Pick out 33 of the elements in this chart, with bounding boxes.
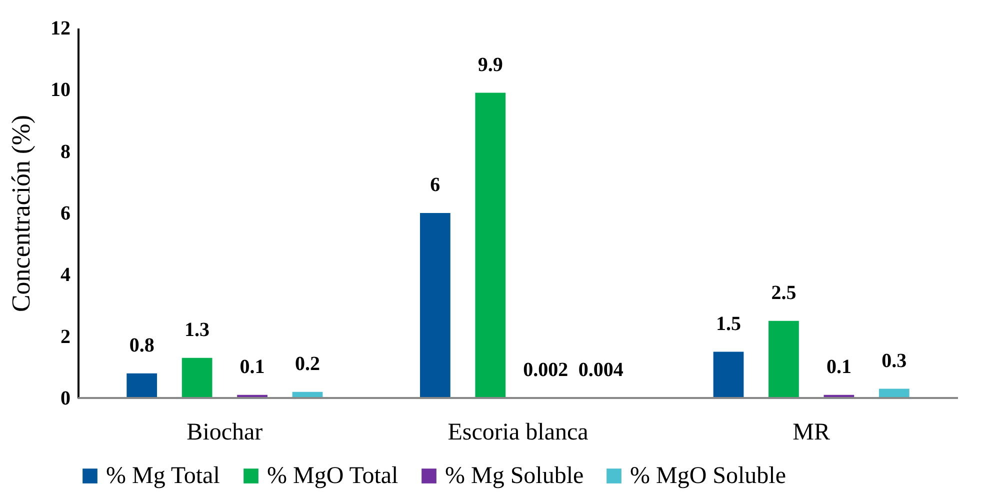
bar — [475, 92, 506, 398]
y-tick-label: 2 — [60, 326, 70, 348]
data-label: 2.5 — [771, 282, 796, 304]
data-label: 0.004 — [578, 358, 624, 381]
data-label: 0.1 — [240, 356, 265, 378]
data-label: 6 — [430, 174, 440, 196]
x-tick-label: MR — [792, 420, 830, 446]
y-tick-label: 8 — [60, 140, 70, 163]
bar — [420, 213, 450, 398]
y-tick-label: 10 — [50, 79, 70, 102]
y-axis-title: Concentración (%) — [6, 114, 36, 312]
y-tick-label: 12 — [50, 18, 70, 40]
bar — [713, 352, 744, 398]
data-label: 0.1 — [826, 356, 852, 378]
legend-label: % MgO Soluble — [630, 463, 786, 489]
bar — [768, 320, 799, 398]
legend-label: % MgO Total — [267, 463, 399, 489]
bar — [126, 373, 158, 398]
legend-label: % Mg Soluble — [445, 463, 584, 489]
y-tick-label: 6 — [60, 202, 70, 224]
data-label: 1.5 — [716, 312, 742, 335]
x-tick-label: Escoria blanca — [448, 420, 589, 446]
y-tick-label: 4 — [60, 264, 70, 286]
data-label: 0.3 — [882, 350, 907, 372]
data-label: 9.9 — [478, 54, 503, 76]
x-tick-label: Biochar — [186, 420, 263, 446]
data-label: 1.3 — [184, 318, 210, 341]
data-label: 0.2 — [294, 352, 320, 375]
data-label: 0.8 — [129, 334, 154, 356]
y-tick-label: 0 — [60, 388, 70, 410]
bar — [182, 358, 212, 398]
legend-label: % Mg Total — [106, 463, 220, 489]
data-label: 0.002 — [523, 358, 568, 381]
